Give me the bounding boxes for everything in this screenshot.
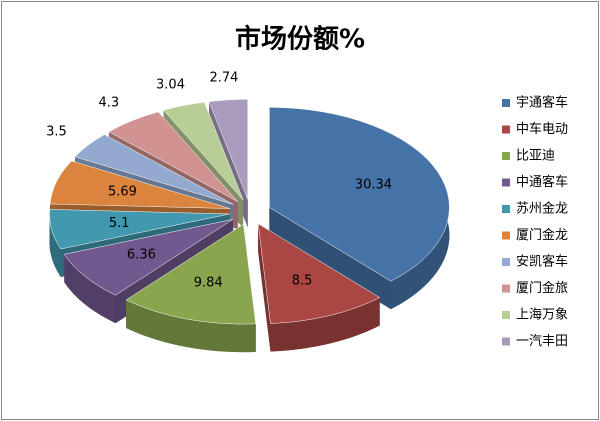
data-label: 5.69 [108, 184, 137, 199]
data-label: 4.3 [99, 95, 120, 110]
slice-wall [269, 207, 391, 310]
legend-label: 安凯客车 [516, 254, 568, 270]
legend-swatch [502, 125, 510, 134]
data-label: 30.34 [355, 177, 392, 192]
data-label: 5.1 [109, 216, 130, 231]
legend-label: 中车电动 [516, 121, 568, 137]
legend-label: 厦门金旅 [516, 280, 568, 296]
pie-slice [208, 99, 248, 200]
legend-swatch [502, 99, 510, 107]
data-label: 8.5 [292, 273, 313, 288]
legend-swatch [502, 178, 510, 187]
pie-slice [257, 223, 381, 324]
pie-slice [49, 160, 231, 209]
pie-slice [49, 209, 230, 250]
chart-title: 市场份额% [235, 24, 365, 55]
legend-label: 比亚迪 [516, 149, 555, 164]
legend-swatch [502, 205, 510, 213]
legend-swatch [502, 337, 510, 346]
legend-swatch [502, 258, 510, 266]
pie-slice [125, 223, 257, 325]
legend-label: 一汽丰田 [516, 334, 568, 349]
legend-swatch [502, 152, 510, 160]
legend-label: 苏州金龙 [516, 201, 568, 217]
pie-slice [63, 219, 234, 296]
data-label: 6.36 [127, 247, 156, 262]
legend-swatch [502, 311, 510, 319]
legend-label: 上海万象 [516, 308, 568, 323]
data-label: 3.04 [156, 77, 185, 92]
legend-swatch [502, 231, 510, 240]
slice-side [126, 299, 256, 353]
legend-label: 中通客车 [516, 174, 568, 190]
legend-swatch [502, 284, 510, 293]
slice-side [49, 209, 61, 277]
pie-slice [74, 134, 234, 205]
data-label: 3.5 [46, 125, 67, 140]
slice-side [270, 297, 380, 352]
pie-slice [108, 111, 238, 202]
slice-wall [258, 223, 271, 352]
data-label: 2.74 [210, 70, 239, 85]
legend-label: 宇通客车 [516, 95, 568, 111]
data-label: 9.84 [194, 275, 223, 290]
pie-slice [269, 107, 450, 282]
pie-slice [163, 101, 244, 201]
slice-side [64, 254, 116, 324]
legend-label: 厦门金龙 [516, 227, 568, 243]
